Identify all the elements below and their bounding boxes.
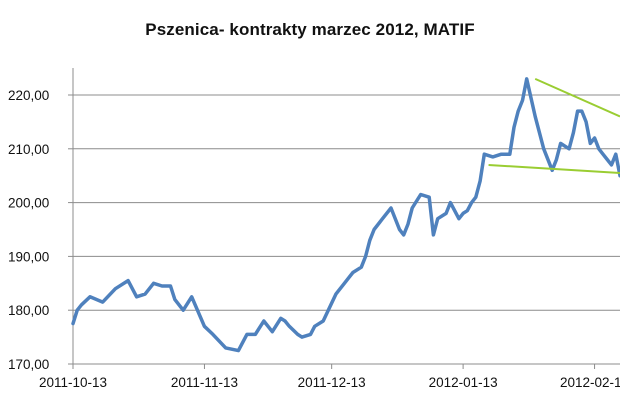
y-tick-label: 180,00 [8,303,49,318]
y-tick-label: 220,00 [8,88,49,103]
x-tick-label: 2011-10-13 [39,375,107,390]
y-tick-label: 210,00 [8,142,49,157]
x-tick-label: 2012-02-13 [560,375,620,390]
y-tick-label: 200,00 [8,196,49,211]
y-tick-label: 190,00 [8,249,49,264]
price-series-line [71,77,620,353]
trend-line [534,77,620,118]
x-tick-label: 2011-11-13 [171,375,238,390]
trend-line [488,163,620,175]
x-tick-label: 2011-12-13 [298,375,366,390]
chart-title: Pszenica- kontrakty marzec 2012, MATIF [145,20,475,39]
y-tick-label: 170,00 [8,357,49,372]
x-tick-label: 2012-01-13 [429,375,498,390]
